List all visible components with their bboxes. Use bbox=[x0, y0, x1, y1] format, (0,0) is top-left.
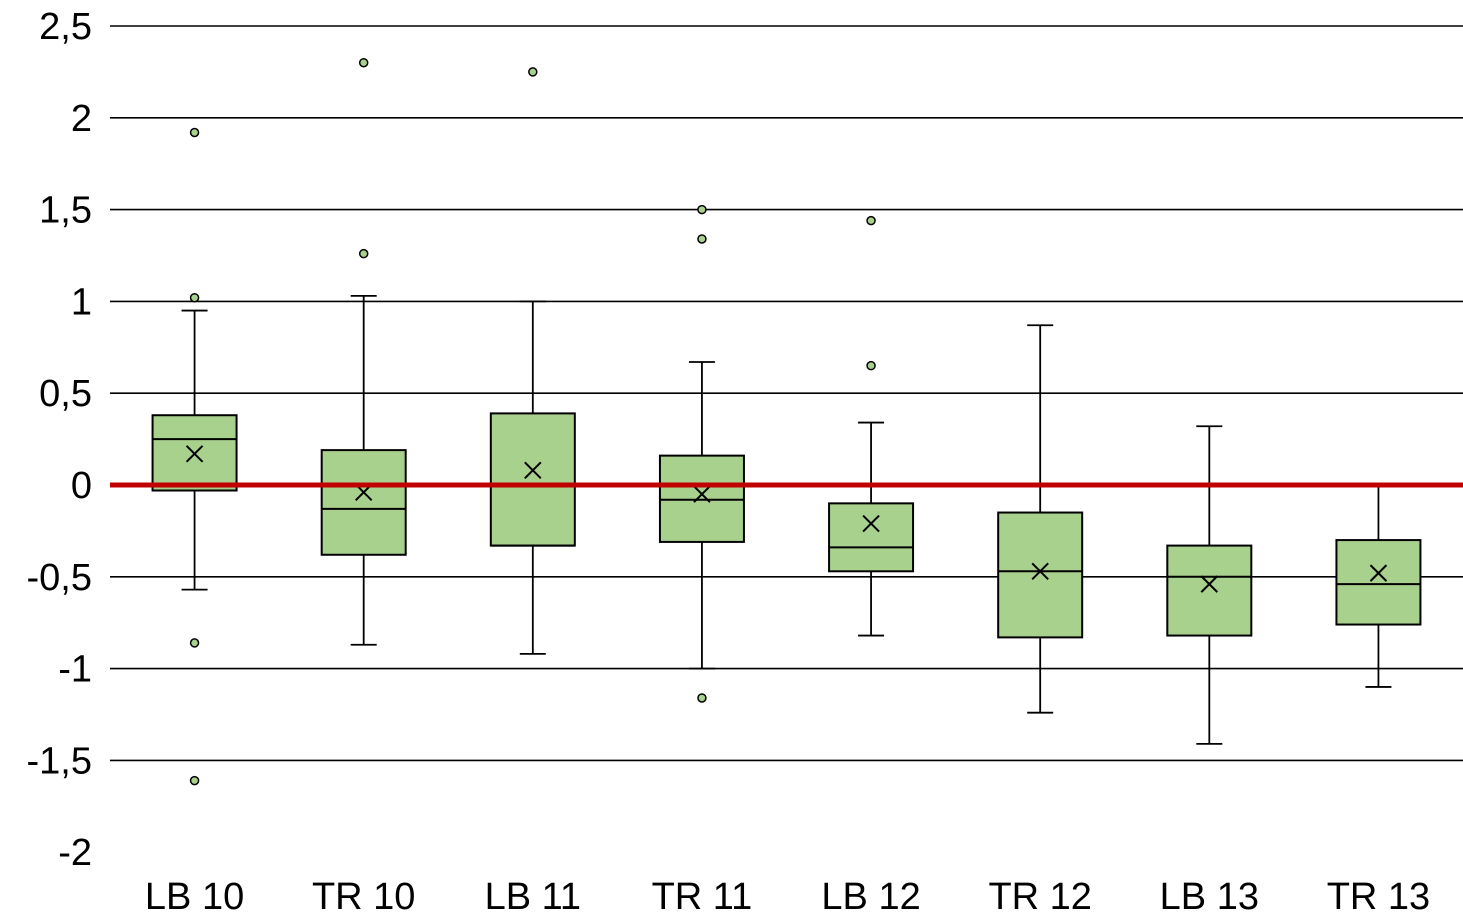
outlier-point bbox=[697, 204, 707, 215]
x-tick-label: LB 12 bbox=[821, 876, 920, 916]
x-tick-label: TR 10 bbox=[312, 876, 415, 916]
y-tick-label: 0 bbox=[71, 465, 92, 507]
box-plot-group bbox=[997, 324, 1084, 714]
box-iqr bbox=[320, 449, 407, 556]
outlier-point bbox=[189, 638, 200, 648]
box-plot-group bbox=[658, 204, 745, 703]
x-tick-label: TR 11 bbox=[652, 876, 753, 916]
y-tick-label: 2,5 bbox=[39, 6, 92, 48]
outlier-point bbox=[866, 360, 876, 371]
outlier-point bbox=[697, 693, 707, 703]
box-iqr bbox=[489, 412, 576, 547]
outlier-point bbox=[697, 234, 707, 244]
mean-marker bbox=[1369, 564, 1388, 582]
y-tick-label: -1 bbox=[58, 649, 92, 691]
mean-marker bbox=[524, 461, 542, 480]
grid-lines bbox=[110, 25, 1463, 762]
outlier-point bbox=[189, 292, 200, 303]
x-tick-label: LB 11 bbox=[485, 876, 581, 916]
y-axis-tick-labels: 2,5 2 1,5 1 0,5 0 -0,5 -1 -1,5 -2 bbox=[27, 6, 92, 874]
x-tick-label: TR 13 bbox=[1327, 876, 1430, 916]
outlier-point bbox=[358, 57, 369, 68]
mean-marker bbox=[862, 514, 880, 533]
y-tick-label: -2 bbox=[58, 832, 92, 874]
box-plot-group bbox=[1166, 425, 1253, 745]
box-plot-group bbox=[320, 57, 407, 646]
outlier-point bbox=[866, 215, 876, 226]
box-plot-group bbox=[151, 127, 238, 786]
x-tick-label: LB 13 bbox=[1160, 876, 1259, 916]
outlier-point bbox=[358, 248, 369, 259]
box-plot-group bbox=[1335, 484, 1422, 688]
y-tick-label: 2 bbox=[71, 98, 92, 140]
box-plot-group bbox=[489, 67, 576, 655]
outlier-point bbox=[528, 67, 538, 77]
box-series bbox=[151, 57, 1422, 786]
box-iqr bbox=[1166, 544, 1253, 637]
x-tick-label: LB 10 bbox=[145, 876, 244, 916]
outlier-point bbox=[189, 127, 200, 138]
y-tick-label: 1,5 bbox=[39, 190, 92, 232]
mean-marker bbox=[1031, 562, 1049, 580]
x-axis-tick-labels: LB 10 TR 10 LB 11 TR 11 LB 12 TR 12 LB 13 TR 13 bbox=[145, 876, 1430, 916]
mean-marker bbox=[1200, 575, 1219, 593]
y-tick-label: 0,5 bbox=[39, 373, 92, 415]
mean-marker bbox=[185, 445, 204, 463]
box-iqr bbox=[1335, 539, 1422, 626]
y-tick-label: -1,5 bbox=[27, 740, 92, 782]
y-tick-label: 1 bbox=[71, 281, 92, 323]
box-iqr bbox=[828, 502, 915, 573]
outlier-point bbox=[189, 775, 200, 786]
y-tick-label: -0,5 bbox=[27, 557, 92, 599]
mean-marker bbox=[693, 485, 711, 503]
box-plot-group bbox=[828, 215, 915, 637]
x-tick-label: TR 12 bbox=[988, 876, 1091, 916]
box-iqr bbox=[997, 511, 1084, 639]
